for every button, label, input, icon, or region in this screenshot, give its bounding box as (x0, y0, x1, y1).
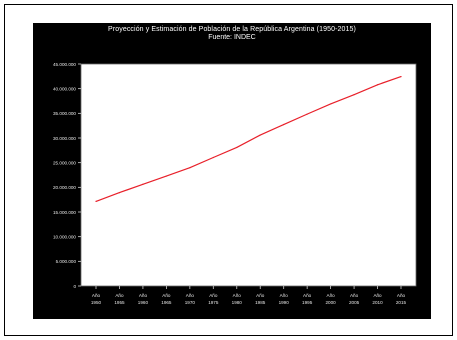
data-point (165, 175, 167, 177)
x-tick-label: Año (350, 293, 359, 298)
x-tick-label: Año (209, 293, 218, 298)
data-point (236, 146, 238, 149)
x-tick-label: 1950 (91, 300, 102, 305)
y-tick-label: 35.000.000 (53, 111, 76, 116)
x-tick-label: 2000 (325, 300, 336, 305)
plot-svg: 0 5.000.000 10.000.000 15.000.000 20.000.000… (53, 62, 417, 305)
x-tick-label: 1985 (255, 300, 266, 305)
y-tick-label: 20.000.000 (53, 185, 76, 190)
x-tick-label: 1980 (232, 300, 243, 305)
data-point (376, 84, 379, 86)
x-tick-label: 1995 (302, 300, 313, 305)
x-tick-label: 1990 (279, 300, 290, 305)
y-tick-label: 15.000.000 (53, 210, 76, 215)
plot-area (80, 63, 417, 287)
data-point (95, 200, 97, 202)
x-tick-label: 1955 (114, 300, 125, 305)
data-point (212, 156, 214, 159)
data-point (330, 103, 332, 105)
data-point (400, 75, 402, 78)
x-tick-label: Año (327, 293, 336, 298)
x-tick-label: Año (373, 293, 382, 298)
data-point (142, 183, 144, 185)
y-tick-label: 40.000.000 (53, 86, 76, 91)
x-tick-label: 2005 (349, 300, 360, 305)
y-tick-label: 25.000.000 (53, 160, 76, 165)
chart-title: Proyección y Estimación de Población de … (108, 26, 356, 33)
outer-frame: Proyección y Estimación de Población de … (4, 4, 453, 336)
x-tick-label: 1965 (161, 300, 172, 305)
x-tick-label: Año (162, 293, 171, 298)
data-point (118, 192, 121, 194)
y-tick-label: 10.000.000 (53, 234, 76, 239)
data-point (353, 94, 355, 96)
y-tick-label: 5.000.000 (56, 259, 77, 264)
x-tick-label: Año (256, 293, 265, 298)
x-tick-label: Año (139, 293, 148, 298)
y-tick-label: 30.000.000 (53, 136, 76, 141)
series-line (95, 76, 402, 202)
chart-container: Proyección y Estimación de Población de … (33, 23, 431, 319)
data-point (259, 134, 261, 136)
x-tick-label: 2015 (396, 300, 407, 305)
x-tick-label: 1970 (185, 300, 196, 305)
x-tick-label: 1975 (208, 300, 219, 305)
x-tick-label: 2010 (372, 300, 383, 305)
x-tick-label: Año (92, 293, 101, 298)
data-point (283, 123, 285, 126)
x-tick-label: Año (397, 293, 406, 298)
x-tick-label: 1960 (138, 300, 149, 305)
y-tick-label: 45.000.000 (53, 62, 76, 67)
x-tick-label: Año (303, 293, 312, 298)
chart-subtitle: Fuente: INDEC (208, 34, 256, 41)
x-tick-label: Año (280, 293, 289, 298)
data-point (189, 167, 191, 169)
y-tick-label: 0 (73, 284, 76, 289)
x-tick-label: Año (186, 293, 195, 298)
x-tick-label: Año (233, 293, 242, 298)
data-point (306, 113, 308, 115)
x-tick-label: Año (115, 293, 124, 298)
